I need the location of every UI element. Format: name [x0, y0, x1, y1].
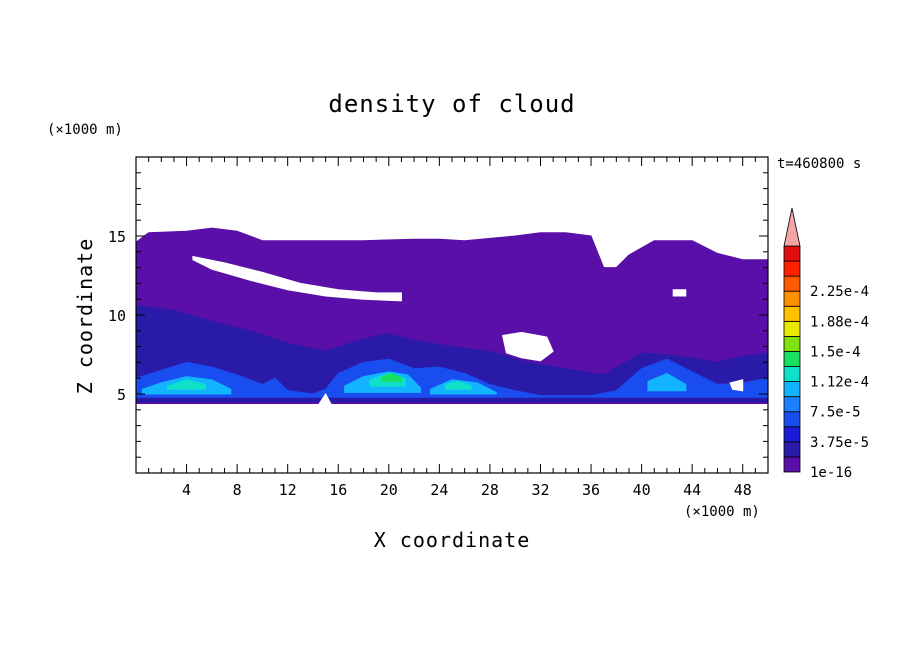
colorbar-label: 2.25e-4 [810, 284, 869, 300]
contour-layer-7 [167, 379, 206, 390]
cloud-gap-1 [501, 331, 554, 362]
colorbar-segment [783, 305, 801, 322]
colorbar: 1e-16 3.75e-5 7.5e-5 1.12e-4 1.5e-4 1.88e-4 2.… [783, 207, 869, 481]
colorbar-segment [783, 351, 801, 367]
colorbar-segment [783, 320, 801, 337]
colorbar-segment [783, 456, 801, 473]
x-tick-label: 40 [633, 481, 651, 499]
x-tick-label: 32 [531, 481, 549, 499]
colorbar-label: 3.75e-5 [810, 435, 869, 451]
cloud-gap-3 [318, 393, 332, 404]
colorbar-label: 1.12e-4 [810, 375, 869, 391]
contour-layer-1 [135, 304, 769, 403]
cloud-gap-2 [672, 289, 687, 297]
contour-fills [135, 227, 769, 404]
colorbar-overflow-triangle [783, 207, 801, 247]
x-tick-label: 4 [182, 481, 191, 499]
x-tick-label: 48 [734, 481, 752, 499]
colorbar-segment [783, 411, 801, 428]
x-tick-label: 20 [380, 481, 398, 499]
colorbar-segment [783, 426, 801, 443]
contour-layer-9 [445, 380, 472, 390]
y-axis-label: Z coordinate [73, 238, 97, 395]
time-label: t=460800 s [777, 156, 861, 172]
colorbar-segment [783, 335, 801, 352]
x-tick-label: 8 [233, 481, 242, 499]
colorbar-segment [783, 260, 801, 277]
colorbar-segment [783, 366, 801, 382]
colorbar-segment [783, 381, 801, 398]
y-tick-label: 5 [117, 386, 126, 404]
x-tick-label: 44 [683, 481, 701, 499]
cloud-gap-4 [729, 379, 744, 392]
x-axis-ticks: 4 8 12 16 20 24 28 32 36 40 44 48 [148, 157, 756, 499]
colorbar-label: 1.88e-4 [810, 314, 869, 330]
contour-layer-2 [135, 358, 769, 398]
y-tick-label: 15 [108, 228, 126, 246]
y-tick-label: 10 [108, 307, 126, 325]
colorbar-segment [783, 290, 801, 307]
chart-title: density of cloud [328, 90, 575, 118]
x-tick-label: 16 [329, 481, 347, 499]
y-axis-ticks: 5 10 15 [108, 172, 768, 458]
y-unit-label: (×1000 m) [47, 122, 123, 138]
x-tick-label: 24 [430, 481, 448, 499]
x-tick-label: 12 [279, 481, 297, 499]
x-tick-label: 28 [481, 481, 499, 499]
x-tick-label: 36 [582, 481, 600, 499]
colorbar-segment [783, 275, 801, 292]
colorbar-label: 1.5e-4 [810, 344, 861, 360]
colorbar-segment [783, 396, 801, 413]
colorbar-label: 7.5e-5 [810, 405, 861, 421]
colorbar-segment [783, 441, 801, 458]
x-axis-label: X coordinate [374, 528, 531, 552]
contour-layer-10 [382, 372, 402, 382]
colorbar-segment [783, 245, 801, 262]
x-unit-label: (×1000 m) [684, 504, 760, 520]
cloud-gap-0 [192, 255, 402, 302]
colorbar-label: 1e-16 [810, 465, 852, 481]
contour-layer-6 [647, 372, 687, 392]
